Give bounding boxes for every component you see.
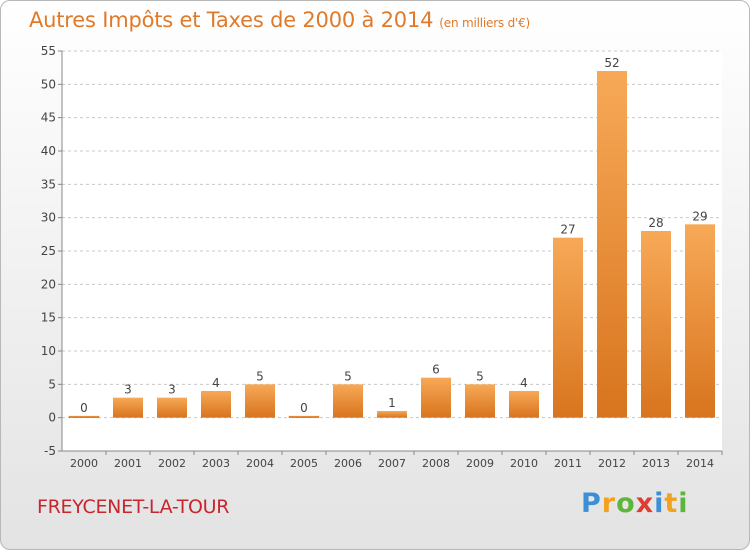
logo-letter: P bbox=[581, 488, 602, 519]
city-name: FREYCENET-LA-TOUR bbox=[37, 496, 230, 518]
bar-2013 bbox=[641, 231, 671, 418]
bar-2012 bbox=[597, 71, 627, 418]
bar-2014 bbox=[685, 224, 715, 418]
bar-value-label: 1 bbox=[388, 396, 396, 410]
x-tick-label: 2003 bbox=[202, 457, 230, 470]
x-tick-label: 2012 bbox=[598, 457, 626, 470]
x-tick-label: 2007 bbox=[378, 457, 406, 470]
bar-value-label: 29 bbox=[692, 209, 707, 223]
logo-letter: i bbox=[654, 488, 665, 519]
title-text: Autres Impôts et Taxes de 2000 à 2014 bbox=[29, 8, 434, 32]
unit-label: (en milliers d'€) bbox=[439, 16, 531, 30]
y-tick-label: 20 bbox=[41, 277, 56, 291]
bar-2005 bbox=[288, 415, 320, 418]
x-tick-label: 2009 bbox=[466, 457, 494, 470]
bar-value-label: 0 bbox=[300, 401, 308, 415]
y-tick-label: 30 bbox=[41, 211, 56, 225]
bar-value-label: 4 bbox=[212, 376, 220, 390]
x-tick-label: 2005 bbox=[290, 457, 318, 470]
x-tick-label: 2014 bbox=[686, 457, 714, 470]
bar-value-label: 52 bbox=[604, 56, 619, 70]
bar-value-label: 4 bbox=[520, 376, 528, 390]
bar-2008 bbox=[421, 377, 451, 418]
logo-letter: t bbox=[664, 488, 679, 519]
bar-2006 bbox=[333, 384, 363, 418]
bar-value-label: 0 bbox=[80, 401, 88, 415]
chart-title: Autres Impôts et Taxes de 2000 à 2014 (en… bbox=[29, 8, 530, 32]
x-tick-label: 2013 bbox=[642, 457, 670, 470]
x-tick-label: 2010 bbox=[510, 457, 538, 470]
logo-letter: o bbox=[616, 488, 636, 519]
bar-value-label: 28 bbox=[648, 216, 663, 230]
bar-2001 bbox=[113, 397, 143, 418]
y-tick-label: 35 bbox=[41, 177, 56, 191]
y-tick-label: 10 bbox=[41, 344, 56, 358]
y-tick-label: 15 bbox=[41, 311, 56, 325]
logo-letter: x bbox=[635, 488, 655, 519]
x-tick-label: 2008 bbox=[422, 457, 450, 470]
y-tick-label: 5 bbox=[48, 377, 56, 391]
y-tick-label: -5 bbox=[44, 444, 56, 458]
bar-2002 bbox=[157, 397, 187, 418]
y-tick-label: 40 bbox=[41, 144, 56, 158]
bar-2000 bbox=[68, 415, 100, 418]
bar-value-label: 5 bbox=[256, 369, 264, 383]
x-tick-label: 2001 bbox=[114, 457, 142, 470]
logo-letter: r bbox=[601, 488, 617, 519]
bar-value-label: 27 bbox=[560, 223, 575, 237]
bar-2011 bbox=[553, 237, 583, 418]
bar-value-label: 3 bbox=[168, 383, 176, 397]
x-tick-label: 2004 bbox=[246, 457, 274, 470]
bar-value-label: 3 bbox=[124, 383, 132, 397]
bar-2007 bbox=[377, 411, 407, 418]
y-tick-label: 0 bbox=[48, 411, 56, 425]
bar-2004 bbox=[245, 384, 275, 418]
proxiti-logo: Proxiti bbox=[581, 488, 689, 519]
logo-letter: i bbox=[678, 488, 689, 519]
y-tick-label: 45 bbox=[41, 111, 56, 125]
x-tick-label: 2002 bbox=[158, 457, 186, 470]
y-tick-label: 50 bbox=[41, 77, 56, 91]
bar-2003 bbox=[201, 391, 231, 418]
bar-value-label: 6 bbox=[432, 363, 440, 377]
x-tick-label: 2006 bbox=[334, 457, 362, 470]
bar-value-label: 5 bbox=[476, 369, 484, 383]
x-tick-label: 2000 bbox=[70, 457, 98, 470]
bar-value-label: 5 bbox=[344, 369, 352, 383]
bar-2010 bbox=[509, 391, 539, 418]
x-tick-label: 2011 bbox=[554, 457, 582, 470]
y-tick-label: 55 bbox=[41, 44, 56, 58]
y-tick-label: 25 bbox=[41, 244, 56, 258]
bar-2009 bbox=[465, 384, 495, 418]
